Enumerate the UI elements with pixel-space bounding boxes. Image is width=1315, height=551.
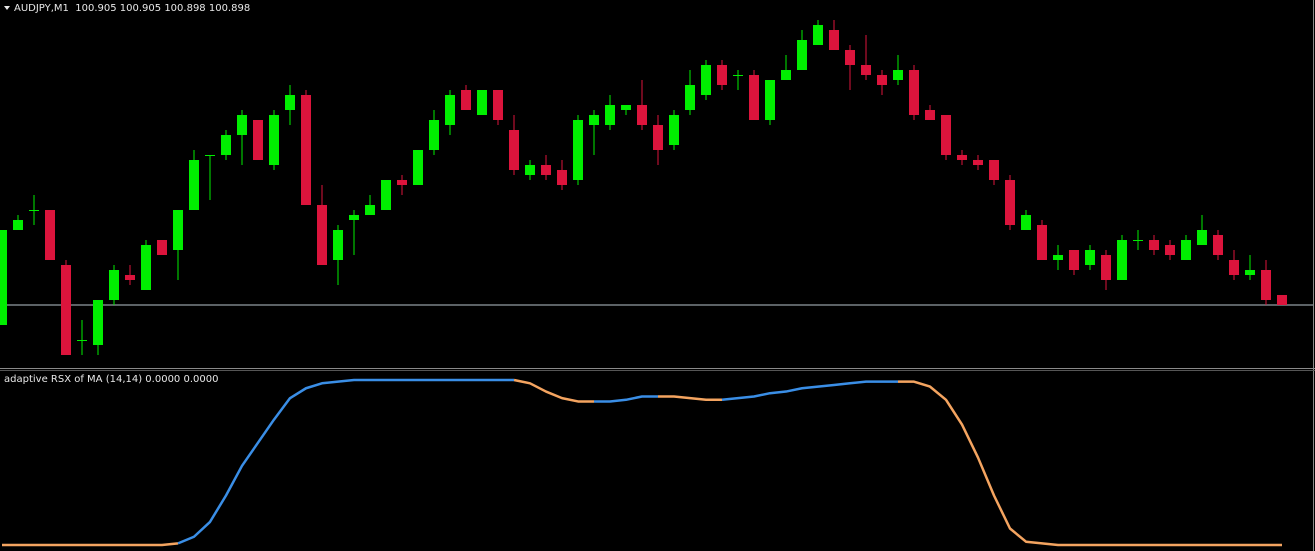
candle-body — [461, 90, 471, 110]
candle-body — [301, 95, 311, 205]
candle-body — [861, 65, 871, 75]
candle-body — [141, 245, 151, 290]
candle-body — [509, 130, 519, 170]
candle-body — [1213, 235, 1223, 255]
candle-body — [109, 270, 119, 300]
candle-body — [29, 210, 39, 211]
indicator-pane — [2, 378, 1282, 547]
candle-body — [1261, 270, 1271, 300]
candle-body — [77, 340, 87, 341]
candle-body — [717, 65, 727, 85]
candle-body — [1229, 260, 1239, 275]
indicator-line — [177, 378, 898, 545]
candle-body — [765, 80, 775, 120]
candle-body — [525, 165, 535, 175]
candle-body — [1117, 240, 1127, 280]
candle-body — [333, 230, 343, 260]
candle-body — [957, 155, 967, 160]
candle-body — [1277, 295, 1287, 305]
candle-body — [189, 160, 199, 210]
candle-body — [973, 160, 983, 165]
candle-body — [1005, 180, 1015, 225]
candle-body — [557, 170, 567, 185]
candle-body — [845, 50, 855, 65]
candle-body — [173, 210, 183, 250]
candle-body — [13, 220, 23, 230]
candle-body — [813, 25, 823, 45]
candle-body — [1181, 240, 1191, 260]
candle-body — [733, 75, 743, 76]
candle-body — [125, 275, 135, 280]
candle-body — [893, 70, 903, 80]
candle-body — [93, 300, 103, 345]
candle-body — [253, 120, 263, 160]
candle-body — [1133, 240, 1143, 241]
candle-body — [637, 105, 647, 125]
candle-body — [573, 120, 583, 180]
candle-body — [829, 30, 839, 50]
candle-body — [909, 70, 919, 115]
candle-body — [1149, 240, 1159, 250]
candle-body — [237, 115, 247, 135]
candle-body — [797, 40, 807, 70]
candle-body — [589, 115, 599, 125]
candle-body — [285, 95, 295, 110]
price-pane — [0, 20, 1313, 355]
candle-body — [1197, 230, 1207, 245]
candle-body — [61, 265, 71, 355]
candle-body — [381, 180, 391, 210]
candle-body — [317, 205, 327, 265]
candle-body — [605, 105, 615, 125]
candle-body — [1165, 245, 1175, 255]
candle-body — [1245, 270, 1255, 275]
candle-body — [221, 135, 231, 155]
candle-body — [781, 70, 791, 80]
indicator-line — [2, 378, 1282, 547]
dropdown-icon[interactable] — [4, 6, 10, 10]
candle-body — [669, 115, 679, 145]
candle-body — [1053, 255, 1063, 260]
candle-body — [269, 115, 279, 165]
candle-body — [749, 75, 759, 120]
candle-body — [989, 160, 999, 180]
candle-body — [941, 115, 951, 155]
candle-body — [1037, 225, 1047, 260]
candle-body — [349, 215, 359, 220]
candle-body — [925, 110, 935, 120]
candle-body — [1101, 255, 1111, 280]
candle-body — [493, 90, 503, 120]
candle-body — [653, 125, 663, 150]
candle-body — [541, 165, 551, 175]
candle-body — [157, 240, 167, 255]
candle-body — [701, 65, 711, 95]
candle-body — [477, 90, 487, 115]
candle-body — [685, 85, 695, 110]
candle-body — [45, 210, 55, 260]
candle-body — [1069, 250, 1079, 270]
candle-body — [365, 205, 375, 215]
candle-body — [413, 150, 423, 185]
candle-body — [877, 75, 887, 85]
candle-body — [445, 95, 455, 125]
candle-body — [1021, 215, 1031, 230]
candle-body — [0, 230, 7, 325]
chart-title: AUDJPY,M1 100.905 100.905 100.898 100.89… — [14, 3, 250, 14]
indicator-title: adaptive RSX of MA (14,14) 0.0000 0.0000 — [4, 374, 218, 385]
candle-body — [621, 105, 631, 110]
candle-body — [429, 120, 439, 150]
candle-body — [1085, 250, 1095, 265]
candle-body — [205, 155, 215, 156]
candle-body — [397, 180, 407, 185]
